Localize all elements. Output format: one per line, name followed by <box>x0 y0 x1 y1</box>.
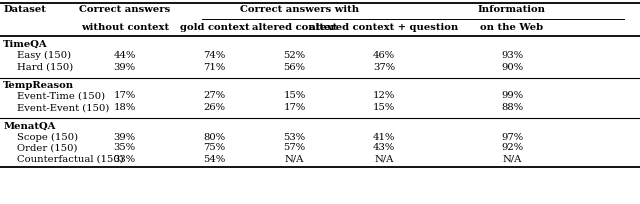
Text: on the Web: on the Web <box>481 22 543 31</box>
Text: 99%: 99% <box>501 92 523 101</box>
Text: 17%: 17% <box>114 92 136 101</box>
Text: 18%: 18% <box>114 103 136 112</box>
Text: MenatQA: MenatQA <box>3 122 56 131</box>
Text: Correct answers: Correct answers <box>79 4 170 13</box>
Text: 92%: 92% <box>501 143 523 153</box>
Text: 75%: 75% <box>204 143 225 153</box>
Text: 41%: 41% <box>373 133 395 142</box>
Text: N/A: N/A <box>285 154 304 163</box>
Text: 37%: 37% <box>373 62 395 71</box>
Text: 57%: 57% <box>284 143 305 153</box>
Text: TimeQA: TimeQA <box>3 40 48 49</box>
Text: 46%: 46% <box>373 51 395 60</box>
Text: 39%: 39% <box>114 62 136 71</box>
Text: 74%: 74% <box>204 51 225 60</box>
Text: N/A: N/A <box>374 154 394 163</box>
Text: N/A: N/A <box>502 154 522 163</box>
Text: 33%: 33% <box>114 154 136 163</box>
Text: altered context: altered context <box>252 22 337 31</box>
Text: 88%: 88% <box>501 103 523 112</box>
Text: 44%: 44% <box>114 51 136 60</box>
Text: 39%: 39% <box>114 133 136 142</box>
Text: Hard (150): Hard (150) <box>17 62 74 71</box>
Text: 12%: 12% <box>373 92 395 101</box>
Text: Event-Event (150): Event-Event (150) <box>17 103 109 112</box>
Text: 97%: 97% <box>501 133 523 142</box>
Text: 43%: 43% <box>373 143 395 153</box>
Text: 17%: 17% <box>284 103 305 112</box>
Text: 71%: 71% <box>204 62 225 71</box>
Text: 80%: 80% <box>204 133 225 142</box>
Text: Information: Information <box>478 4 546 13</box>
Text: 54%: 54% <box>204 154 225 163</box>
Text: Correct answers with: Correct answers with <box>239 4 359 13</box>
Text: TempReason: TempReason <box>3 81 74 90</box>
Text: Event-Time (150): Event-Time (150) <box>17 92 106 101</box>
Text: 56%: 56% <box>284 62 305 71</box>
Text: without context: without context <box>81 22 169 31</box>
Text: 15%: 15% <box>373 103 395 112</box>
Text: Counterfactual (150): Counterfactual (150) <box>17 154 124 163</box>
Text: Dataset: Dataset <box>3 4 46 13</box>
Text: gold context: gold context <box>180 22 249 31</box>
Text: 53%: 53% <box>284 133 305 142</box>
Text: altered context + question: altered context + question <box>309 22 459 31</box>
Text: 52%: 52% <box>284 51 305 60</box>
Text: 35%: 35% <box>114 143 136 153</box>
Text: 27%: 27% <box>204 92 225 101</box>
Text: Easy (150): Easy (150) <box>17 50 72 60</box>
Text: Order (150): Order (150) <box>17 143 78 153</box>
Text: 15%: 15% <box>284 92 305 101</box>
Text: 93%: 93% <box>501 51 523 60</box>
Text: 26%: 26% <box>204 103 225 112</box>
Text: 90%: 90% <box>501 62 523 71</box>
Text: Scope (150): Scope (150) <box>17 132 79 142</box>
